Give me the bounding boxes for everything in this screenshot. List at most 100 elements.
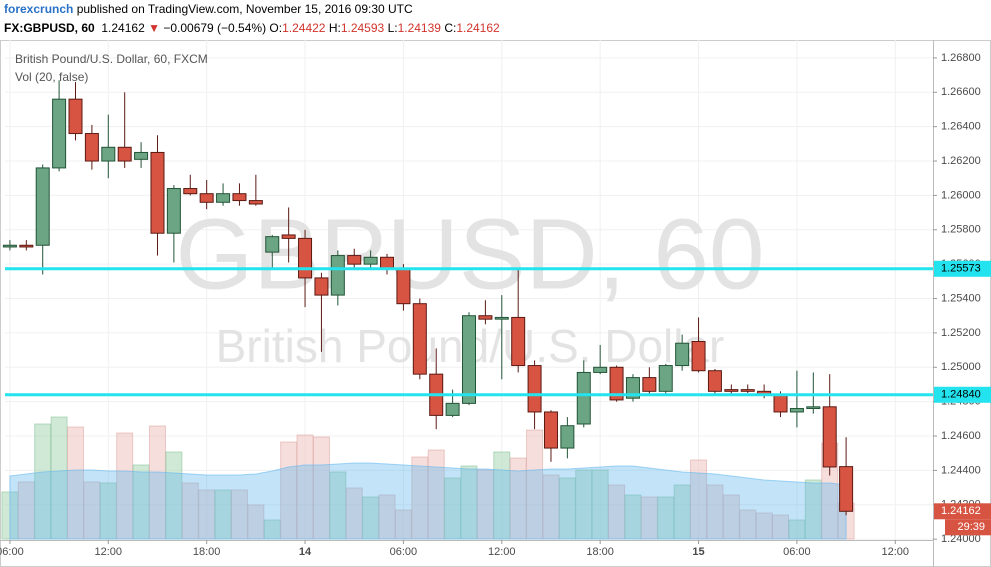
x-tick-label: 06:00 <box>390 546 418 558</box>
candle-body <box>281 234 296 239</box>
ohlc-label: L: <box>387 21 398 35</box>
y-tick-label: 1.25400 <box>941 292 981 304</box>
countdown-tag <box>945 519 991 536</box>
candle-body <box>347 255 362 265</box>
volume-ma <box>9 462 847 540</box>
candle-body <box>740 389 755 392</box>
last-price-label: 1.24162 <box>941 505 981 517</box>
candle-body <box>462 315 476 404</box>
candle-body <box>265 236 280 253</box>
arrow: ▼ <box>148 21 160 35</box>
publish-line: forexcrunch published on TradingView.com… <box>0 0 991 19</box>
author[interactable]: forexcrunch <box>4 2 74 16</box>
last-price-tag <box>934 503 991 520</box>
candle-body <box>248 200 263 205</box>
candle-body <box>150 151 165 234</box>
x-tick-label: 18:00 <box>586 546 614 558</box>
x-tick-label: 06:00 <box>0 546 24 558</box>
legend-volume: Vol (20, false) <box>15 70 88 84</box>
candle-body <box>642 377 657 392</box>
candle-body <box>822 406 837 468</box>
y-tick-label: 1.26400 <box>941 121 981 133</box>
ohlc-label: O: <box>269 21 283 35</box>
ohlc-value: 1.24162 <box>456 21 500 35</box>
candle-body <box>216 193 231 203</box>
y-tick-label: 1.25200 <box>941 327 981 339</box>
y-tick-label: 1.26800 <box>941 52 981 64</box>
candle-body <box>609 366 624 401</box>
y-tick-label: 1.25000 <box>941 361 981 373</box>
candle-body <box>511 316 526 367</box>
candle-body <box>724 389 739 392</box>
candle-body <box>527 365 542 413</box>
x-tick-label: 18:00 <box>193 546 221 558</box>
candle-body <box>101 146 116 162</box>
countdown: 29:39 <box>957 521 985 533</box>
candle-body <box>806 406 821 410</box>
x-tick-label: 14 <box>299 546 312 558</box>
candle-body <box>707 370 722 392</box>
ohlc-label: C: <box>444 21 457 35</box>
candle-body <box>593 366 608 373</box>
y-tick-label: 1.24400 <box>941 464 981 476</box>
last: 1.24162 <box>101 21 145 35</box>
candle-body <box>2 244 17 248</box>
candle-body <box>839 466 854 512</box>
level-label: 1.25573 <box>941 263 981 275</box>
candle-body <box>576 371 591 425</box>
candle-body <box>68 98 83 135</box>
candle-body <box>199 193 214 203</box>
y-tick-label: 1.26200 <box>941 155 981 167</box>
candle-body <box>298 237 313 279</box>
quote-line: FX:GBPUSD, 60 1.24162 ▼ −0.00679 (−0.54%… <box>0 19 991 38</box>
y-tick-label: 1.26000 <box>941 189 981 201</box>
y-tick-label: 1.26600 <box>941 86 981 98</box>
candle-body <box>691 340 706 372</box>
candle-body <box>232 193 247 202</box>
x-tick-label: 06:00 <box>783 546 811 558</box>
candle-body <box>412 303 427 375</box>
candle-body <box>117 146 132 162</box>
watermark: GBPUSD, 60 <box>175 198 764 310</box>
candle-body <box>445 402 460 416</box>
change: −0.00679 (−0.54%) <box>163 21 267 35</box>
ohlc: O:1.24422 H:1.24593 L:1.24139 C:1.24162 <box>269 21 499 35</box>
candle-body <box>330 255 345 296</box>
candle-body <box>543 411 558 449</box>
x-tick-label: 12:00 <box>488 546 516 558</box>
ohlc-label: H: <box>328 21 341 35</box>
ohlc-value: 1.24593 <box>340 21 385 35</box>
candle-body <box>560 425 575 449</box>
candle-body <box>625 377 640 399</box>
level-tag <box>934 386 991 403</box>
candle-body <box>396 268 411 305</box>
candle-body <box>183 188 198 195</box>
candle-body <box>478 315 493 320</box>
candle-body <box>773 394 788 413</box>
symbol: FX:GBPUSD, 60 <box>4 21 95 35</box>
y-tick-label: 1.25800 <box>941 224 981 236</box>
candle-body <box>35 167 50 246</box>
candle-body <box>494 316 509 320</box>
candle-body <box>19 244 34 248</box>
ohlc-value: 1.24139 <box>397 21 441 35</box>
x-tick-label: 12:00 <box>882 546 910 558</box>
ohlc-value: 1.24422 <box>282 21 326 35</box>
y-tick-label: 1.24600 <box>941 430 981 442</box>
x-tick-label: 15 <box>692 546 704 558</box>
candle-body <box>363 256 378 265</box>
candle-body <box>789 408 804 413</box>
x-tick-label: 12:00 <box>95 546 123 558</box>
candle-body <box>658 365 673 392</box>
level-tag <box>934 260 991 277</box>
header: forexcrunch published on TradingView.com… <box>0 0 991 40</box>
y-tick-label: 1.24000 <box>941 533 981 545</box>
published: published on TradingView.com, November 1… <box>76 2 413 16</box>
candle-body <box>134 151 149 160</box>
candle-body <box>84 133 99 162</box>
level-label: 1.24840 <box>941 389 981 401</box>
candle-body <box>52 98 67 169</box>
legend-title: British Pound/U.S. Dollar, 60, FXCM <box>15 52 208 66</box>
